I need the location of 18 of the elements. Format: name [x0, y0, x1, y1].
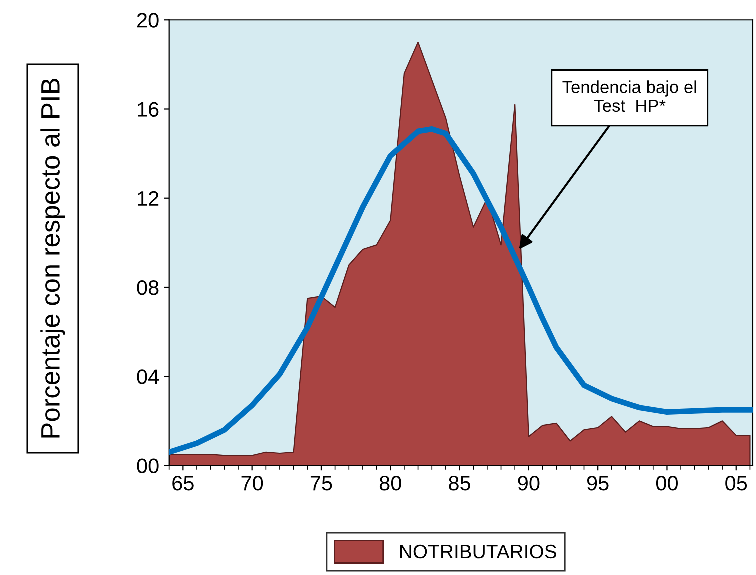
x-tick-label: 95: [587, 476, 609, 491]
x-tick-label: 65: [172, 476, 194, 491]
annotation: Tendencia bajo el Test HP*: [562, 80, 696, 112]
x-tick-label: 75: [310, 476, 332, 491]
y-tick-label: 08: [137, 280, 159, 296]
y-tick-label: 16: [138, 102, 159, 118]
x-tick-label: 90: [518, 476, 540, 491]
x-tick-label: 05: [726, 476, 748, 491]
y-tick-label: 00: [137, 458, 159, 474]
y-tick-label: 04: [137, 370, 160, 384]
y-tick-label: 12: [138, 191, 159, 206]
x-tick-label: 85: [449, 476, 470, 491]
y-tick-label: 20: [138, 13, 159, 28]
legend-label: NOTRIBUTARIOS: [400, 544, 556, 559]
x-tick-label: 00: [656, 476, 678, 491]
y-axis-title: Porcentaje con respecto al PIB: [40, 78, 66, 438]
x-tick-label: 70: [242, 476, 264, 491]
x-tick-label: 80: [380, 476, 402, 491]
